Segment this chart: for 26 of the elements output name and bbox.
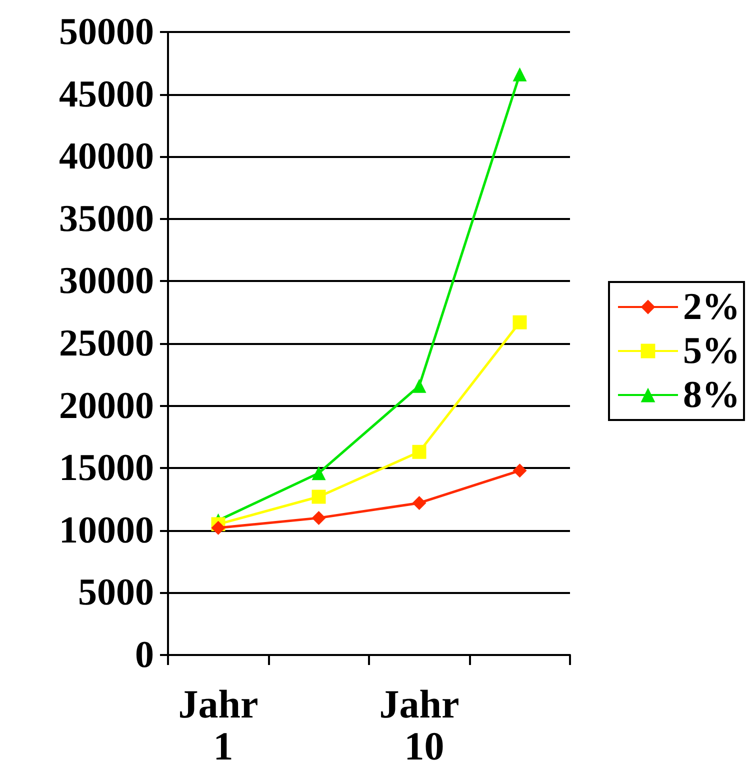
legend-label: 8% [683,374,740,416]
x-tick-label: Jahr 1 [178,682,258,768]
legend-label: 2% [683,286,740,328]
point [412,444,426,459]
x-tick-label: Jahr 10 [379,682,460,768]
point [312,510,326,525]
y-tick-label: 50000 [59,11,154,53]
point [312,466,326,480]
y-tick-label: 30000 [59,260,154,302]
y-tick-label: 20000 [59,384,154,427]
y-tick-label: 25000 [59,322,154,364]
point [512,315,527,330]
point [412,496,426,510]
y-tick-label: 45000 [59,73,154,116]
point [512,464,527,478]
y-tick-label: 5000 [78,572,154,614]
y-tick-label: 35000 [59,198,154,240]
y-tick-label: 10000 [59,509,154,552]
point [412,378,426,393]
point [312,490,326,504]
y-tick-label: 40000 [59,136,154,178]
y-tick-label: 0 [135,634,154,676]
point [512,67,527,82]
point [211,520,226,535]
legend-label: 5% [683,330,740,372]
y-tick-label: 15000 [59,447,154,490]
